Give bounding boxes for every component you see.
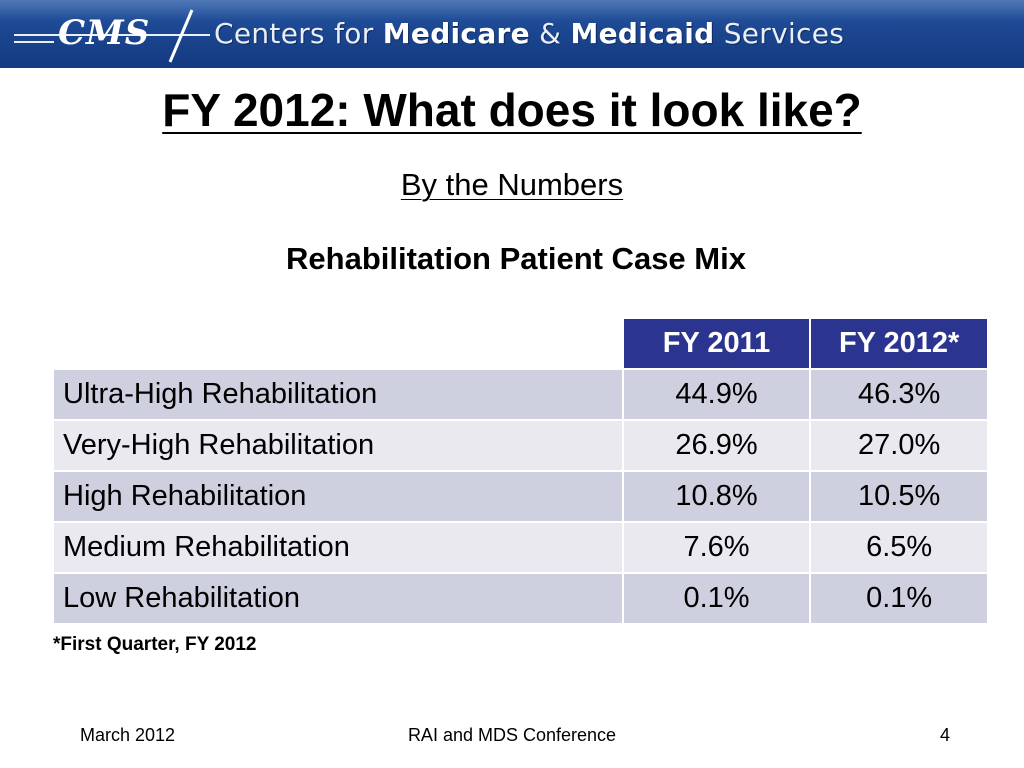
header-cell-blank [52, 317, 624, 370]
row-value-fy2011: 0.1% [621, 572, 812, 625]
row-value-fy2012: 0.1% [809, 572, 989, 625]
agency-name-medicare: Medicare [382, 17, 530, 50]
row-value-fy2012: 6.5% [809, 521, 989, 574]
header-cell-fy2011: FY 2011 [621, 317, 812, 370]
row-value-fy2012: 46.3% [809, 368, 989, 421]
table-row: Low Rehabilitation 0.1% 0.1% [52, 572, 989, 625]
row-value-fy2011: 44.9% [621, 368, 812, 421]
row-label: High Rehabilitation [52, 470, 624, 523]
row-label: Medium Rehabilitation [52, 521, 624, 574]
agency-name: Centers for Medicare & Medicaid Services [214, 14, 844, 54]
slide-title: FY 2012: What does it look like? [0, 82, 1024, 138]
header-cell-fy2012: FY 2012* [809, 317, 989, 370]
header-banner: CMS Centers for Medicare & Medicaid Serv… [0, 0, 1024, 68]
row-value-fy2011: 7.6% [621, 521, 812, 574]
table-row: Medium Rehabilitation 7.6% 6.5% [52, 521, 989, 574]
row-label: Very-High Rehabilitation [52, 419, 624, 472]
case-mix-table: FY 2011 FY 2012* Ultra-High Rehabilitati… [52, 317, 989, 625]
agency-name-services: Services [714, 17, 845, 50]
row-label: Ultra-High Rehabilitation [52, 368, 624, 421]
row-value-fy2011: 26.9% [621, 419, 812, 472]
banner-shine [0, 0, 1024, 20]
footer-date: March 2012 [80, 725, 176, 745]
row-value-fy2011: 10.8% [621, 470, 812, 523]
slide-subtitle-text: By the Numbers [400, 167, 624, 202]
row-value-fy2012: 27.0% [809, 419, 989, 472]
row-label: Low Rehabilitation [52, 572, 624, 625]
cms-logo: CMS [14, 9, 210, 63]
footer-page-number: 4 [939, 725, 950, 745]
row-value-fy2012: 10.5% [809, 470, 989, 523]
table-row: High Rehabilitation 10.8% 10.5% [52, 470, 989, 523]
table-heading: Rehabilitation Patient Case Mix [286, 241, 746, 276]
agency-name-part: Centers for [214, 17, 383, 50]
slide-subtitle: By the Numbers [0, 166, 1024, 204]
agency-name-medicaid: Medicaid [570, 17, 715, 50]
footer-conference: RAI and MDS Conference [407, 725, 617, 745]
slide-title-text: FY 2012: What does it look like? [162, 84, 862, 136]
cms-logo-text: CMS [58, 13, 150, 53]
table-row: Very-High Rehabilitation 26.9% 27.0% [52, 419, 989, 472]
table-footnote: *First Quarter, FY 2012 [53, 634, 257, 655]
table-row: Ultra-High Rehabilitation 44.9% 46.3% [52, 368, 989, 421]
table-header-row: FY 2011 FY 2012* [52, 317, 989, 370]
agency-name-amp: & [529, 17, 571, 50]
